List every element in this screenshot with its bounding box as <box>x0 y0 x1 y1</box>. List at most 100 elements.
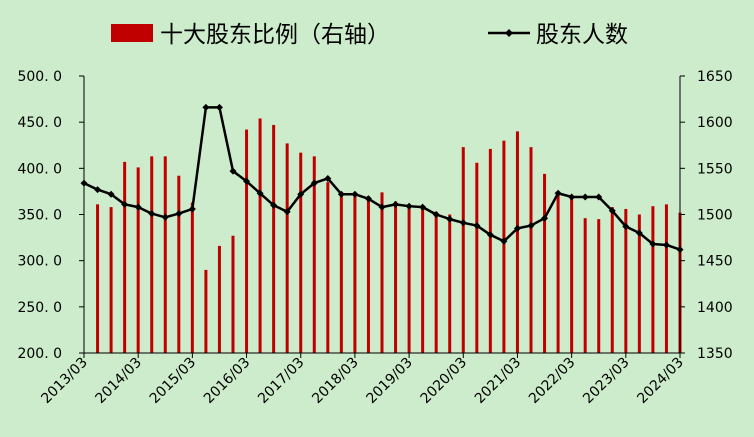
x-tick-label-4: 2017/03 <box>255 355 307 407</box>
bar-3 <box>123 161 127 353</box>
bar-42 <box>651 206 655 353</box>
bar-41 <box>637 214 641 353</box>
line-point-34 <box>541 214 549 222</box>
bar-22 <box>380 192 384 353</box>
left-tick-label-3: 350. 0 <box>17 208 62 224</box>
bar-38 <box>597 219 601 353</box>
line-point-19 <box>337 190 345 198</box>
bar-7 <box>177 175 181 353</box>
bar-2 <box>109 207 113 353</box>
bar-12 <box>245 129 249 353</box>
bar-4 <box>136 167 140 353</box>
bar-10 <box>217 245 221 353</box>
x-tick-label-5: 2018/03 <box>309 355 361 407</box>
bar-27 <box>448 214 452 353</box>
line-point-3 <box>121 200 129 208</box>
right-tick-label-6: 1650 <box>697 69 733 85</box>
x-tick-label-2: 2015/03 <box>147 355 199 407</box>
line-point-13 <box>256 189 264 197</box>
line-point-16 <box>297 190 305 198</box>
right-tick-label-5: 1600 <box>697 115 733 131</box>
bar-1 <box>96 204 100 353</box>
line-point-40 <box>622 223 630 230</box>
legend: 十大股东比例（右轴） 股东人数 <box>111 22 628 48</box>
x-tick-label-3: 2016/03 <box>201 355 253 407</box>
x-tick-label-9: 2022/03 <box>526 355 578 407</box>
x-axis-ticks: 2013/03 2014/03 2015/03 2016/03 2017/03 2018/… <box>38 353 687 407</box>
line-point-30 <box>486 231 494 239</box>
legend-bar-swatch <box>111 24 153 42</box>
line-point-38 <box>595 193 603 201</box>
x-tick-label-8: 2021/03 <box>472 355 524 407</box>
bar-15 <box>285 143 289 353</box>
line-point-15 <box>283 208 291 216</box>
bar-28 <box>461 147 465 353</box>
legend-line-marker <box>505 29 513 37</box>
legend-label-line: 股东人数 <box>536 22 628 48</box>
left-tick-label-1: 250. 0 <box>17 300 62 316</box>
line-point-36 <box>568 193 576 201</box>
line-point-23 <box>392 200 400 208</box>
right-tick-label-2: 1450 <box>697 254 733 270</box>
line-point-4 <box>134 203 142 211</box>
line-point-9 <box>202 103 210 111</box>
line-point-31 <box>500 237 508 245</box>
line-point-29 <box>473 222 481 230</box>
bar-9 <box>204 269 208 353</box>
x-tick-label-6: 2019/03 <box>363 355 415 407</box>
bar-5 <box>150 156 154 353</box>
bar-18 <box>326 182 330 353</box>
right-axis-ticks: 1350 1400 1450 1500 1550 1600 1650 <box>680 69 733 362</box>
x-tick-label-7: 2020/03 <box>418 355 470 407</box>
line-point-39 <box>608 207 616 215</box>
bar-13 <box>258 118 262 353</box>
line-point-5 <box>148 210 156 218</box>
bar-43 <box>664 204 668 353</box>
bar-39 <box>610 207 614 353</box>
right-tick-label-0: 1350 <box>697 346 733 362</box>
line-point-6 <box>161 213 169 221</box>
bar-35 <box>556 193 560 353</box>
line-point-43 <box>662 241 670 249</box>
bar-8 <box>190 202 194 353</box>
bar-40 <box>624 208 628 353</box>
bar-6 <box>163 156 167 353</box>
left-axis-ticks: 200. 0 250. 0 300. 0 350. 0 400. 0 450. 0 500.… <box>17 69 84 362</box>
line-point-22 <box>378 203 386 211</box>
left-tick-label-4: 400. 0 <box>17 161 62 177</box>
line-point-10 <box>215 103 223 111</box>
bar-14 <box>272 124 276 353</box>
bar-31 <box>502 140 506 353</box>
line-point-42 <box>649 240 657 248</box>
bar-11 <box>231 235 235 353</box>
line-point-7 <box>175 210 183 218</box>
line-point-18 <box>324 174 332 182</box>
left-tick-label-6: 500. 0 <box>17 69 62 85</box>
line-point-26 <box>432 211 440 218</box>
line-point-8 <box>188 205 196 213</box>
line-point-1 <box>94 186 102 194</box>
right-tick-label-3: 1500 <box>697 208 733 224</box>
bar-30 <box>488 148 492 353</box>
line-point-11 <box>229 167 237 175</box>
left-tick-label-2: 300. 0 <box>17 254 62 270</box>
bar-21 <box>366 196 370 353</box>
bar-series <box>96 118 682 353</box>
line-point-32 <box>513 224 521 232</box>
legend-label-bar: 十大股东比例（右轴） <box>160 22 390 48</box>
bar-29 <box>475 162 479 353</box>
line-series <box>80 103 684 254</box>
line-point-35 <box>554 189 562 197</box>
bar-17 <box>312 156 316 353</box>
line-point-12 <box>243 177 251 185</box>
line-point-20 <box>351 190 359 198</box>
line-point-24 <box>405 202 413 210</box>
bar-26 <box>434 211 438 353</box>
bar-19 <box>339 193 343 353</box>
line-point-21 <box>364 195 372 203</box>
right-tick-label-4: 1550 <box>697 161 733 177</box>
x-tick-label-1: 2014/03 <box>93 355 145 407</box>
right-tick-label-1: 1400 <box>697 300 733 316</box>
